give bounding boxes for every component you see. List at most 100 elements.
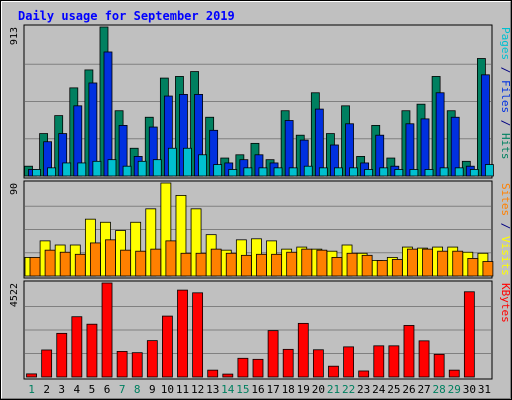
bar-kbytes-day-10 bbox=[162, 315, 173, 378]
bar-pages-day-10 bbox=[167, 147, 177, 177]
bar-sites-day-19 bbox=[301, 248, 313, 277]
ymax-label-kbytes: 4522 bbox=[9, 283, 20, 307]
bar-kbytes-day-7 bbox=[116, 351, 128, 378]
x-tick-label-4: 4 bbox=[74, 383, 81, 396]
bar-files-day-27 bbox=[420, 118, 430, 177]
bar-sites-day-12 bbox=[195, 252, 207, 277]
x-tick-label-3: 3 bbox=[58, 383, 65, 396]
bar-pages-day-4 bbox=[77, 162, 87, 177]
bar-pages-day-17 bbox=[273, 167, 283, 177]
x-tick-label-28: 28 bbox=[433, 383, 446, 396]
bar-kbytes-day-14 bbox=[222, 373, 234, 378]
x-tick-label-2: 2 bbox=[43, 383, 50, 396]
side-label-part-hits-files-pages-3: / bbox=[499, 113, 512, 133]
bar-sites-day-5 bbox=[89, 242, 101, 277]
bar-kbytes-day-30 bbox=[463, 291, 475, 378]
side-label-hits-files-pages: Pages / Files / Hits bbox=[499, 27, 512, 160]
bar-kbytes-day-11 bbox=[177, 289, 188, 378]
bar-pages-day-11 bbox=[183, 147, 192, 177]
bar-kbytes-day-22 bbox=[343, 346, 354, 378]
x-axis: 1 2 3 4 5 6 7 8 9 10 11 12 13 14 15 16 17 18 19 20 21 22 23 24 2… bbox=[28, 383, 491, 396]
bar-sites-day-17 bbox=[271, 253, 282, 277]
x-tick-label-20: 20 bbox=[312, 383, 325, 396]
bar-sites-day-1 bbox=[29, 256, 41, 277]
chart-title: Daily usage for September 2019 bbox=[18, 9, 235, 23]
x-tick-label-12: 12 bbox=[191, 383, 204, 396]
bar-sites-day-30 bbox=[467, 258, 479, 277]
side-label-part-hits-files-pages-4: Hits bbox=[499, 133, 512, 160]
bar-files-day-20 bbox=[314, 108, 324, 177]
bar-kbytes-day-9 bbox=[146, 340, 158, 378]
x-tick-label-5: 5 bbox=[89, 383, 96, 396]
x-tick-label-6: 6 bbox=[104, 383, 111, 396]
bar-sites-day-25 bbox=[391, 259, 403, 277]
bar-sites-day-11 bbox=[180, 252, 192, 277]
bar-pages-day-8 bbox=[137, 160, 147, 177]
bar-pages-day-3 bbox=[62, 162, 72, 177]
bar-sites-day-31 bbox=[482, 261, 494, 277]
bar-kbytes-day-13 bbox=[207, 369, 219, 378]
bar-pages-day-23 bbox=[364, 169, 374, 177]
bar-pages-day-28 bbox=[439, 167, 449, 177]
bar-pages-day-26 bbox=[409, 169, 419, 177]
side-label-part-hits-files-pages-1: / bbox=[499, 60, 512, 80]
bar-sites-day-18 bbox=[286, 251, 298, 277]
bar-sites-day-2 bbox=[44, 249, 56, 277]
bar-files-day-26 bbox=[405, 123, 415, 177]
ymax-label-visits-sites: 90 bbox=[9, 183, 20, 195]
x-tick-label-29: 29 bbox=[448, 383, 461, 396]
bar-sites-day-8 bbox=[135, 250, 147, 277]
bar-pages-day-12 bbox=[198, 154, 207, 177]
bar-files-day-28 bbox=[435, 92, 445, 177]
bar-sites-day-22 bbox=[346, 252, 358, 277]
side-label-part-kbytes-0: KBytes bbox=[499, 283, 512, 323]
bar-kbytes-day-8 bbox=[131, 352, 143, 378]
bar-kbytes-day-29 bbox=[448, 369, 460, 378]
bar-pages-day-2 bbox=[47, 167, 56, 177]
x-tick-label-31: 31 bbox=[478, 383, 491, 396]
bar-sites-day-10 bbox=[165, 240, 177, 277]
bar-pages-day-7 bbox=[122, 165, 132, 177]
bar-sites-day-9 bbox=[150, 248, 162, 277]
chart-panels: 913 Pages / Files / Hits 90 Sites / Visits 4… bbox=[9, 24, 512, 380]
bar-pages-day-31 bbox=[485, 164, 494, 177]
bar-sites-day-14 bbox=[225, 252, 237, 277]
bar-kbytes-day-21 bbox=[328, 365, 339, 378]
bar-kbytes-day-23 bbox=[358, 370, 370, 378]
bar-pages-day-13 bbox=[213, 164, 223, 177]
bar-pages-day-22 bbox=[349, 167, 358, 177]
bar-kbytes-day-16 bbox=[252, 358, 264, 378]
panel-hits-files-pages: 913 Pages / Files / Hits bbox=[9, 24, 512, 179]
bar-kbytes-day-25 bbox=[388, 345, 400, 378]
bar-sites-day-4 bbox=[74, 253, 86, 277]
bar-kbytes-day-5 bbox=[86, 323, 98, 378]
bar-sites-day-26 bbox=[407, 248, 418, 277]
panel-kbytes: 4522 KBytes bbox=[9, 280, 512, 380]
bar-pages-day-6 bbox=[107, 159, 117, 177]
bar-pages-day-25 bbox=[394, 169, 404, 177]
bar-sites-day-3 bbox=[59, 251, 71, 277]
x-tick-label-1: 1 bbox=[28, 383, 35, 396]
bar-kbytes-day-26 bbox=[403, 325, 415, 378]
x-tick-label-26: 26 bbox=[402, 383, 415, 396]
bar-pages-day-15 bbox=[243, 167, 253, 177]
bar-kbytes-day-1 bbox=[26, 373, 37, 378]
bar-kbytes-day-3 bbox=[56, 332, 68, 378]
bar-sites-day-24 bbox=[376, 260, 388, 277]
bar-pages-day-21 bbox=[334, 167, 343, 177]
bar-pages-day-16 bbox=[258, 167, 268, 177]
bar-sites-day-29 bbox=[452, 250, 464, 277]
bar-kbytes-day-12 bbox=[192, 292, 204, 378]
x-tick-label-21: 21 bbox=[327, 383, 340, 396]
x-tick-label-25: 25 bbox=[387, 383, 400, 396]
x-tick-label-27: 27 bbox=[417, 383, 430, 396]
x-tick-label-19: 19 bbox=[297, 383, 310, 396]
bar-sites-day-20 bbox=[316, 249, 328, 277]
side-label-part-visits-sites-0: Sites bbox=[499, 183, 512, 216]
bar-sites-day-27 bbox=[422, 248, 433, 277]
bar-pages-day-18 bbox=[288, 167, 298, 177]
x-tick-label-8: 8 bbox=[134, 383, 141, 396]
bar-pages-day-27 bbox=[424, 169, 434, 177]
side-label-part-visits-sites-1: / bbox=[499, 216, 512, 236]
